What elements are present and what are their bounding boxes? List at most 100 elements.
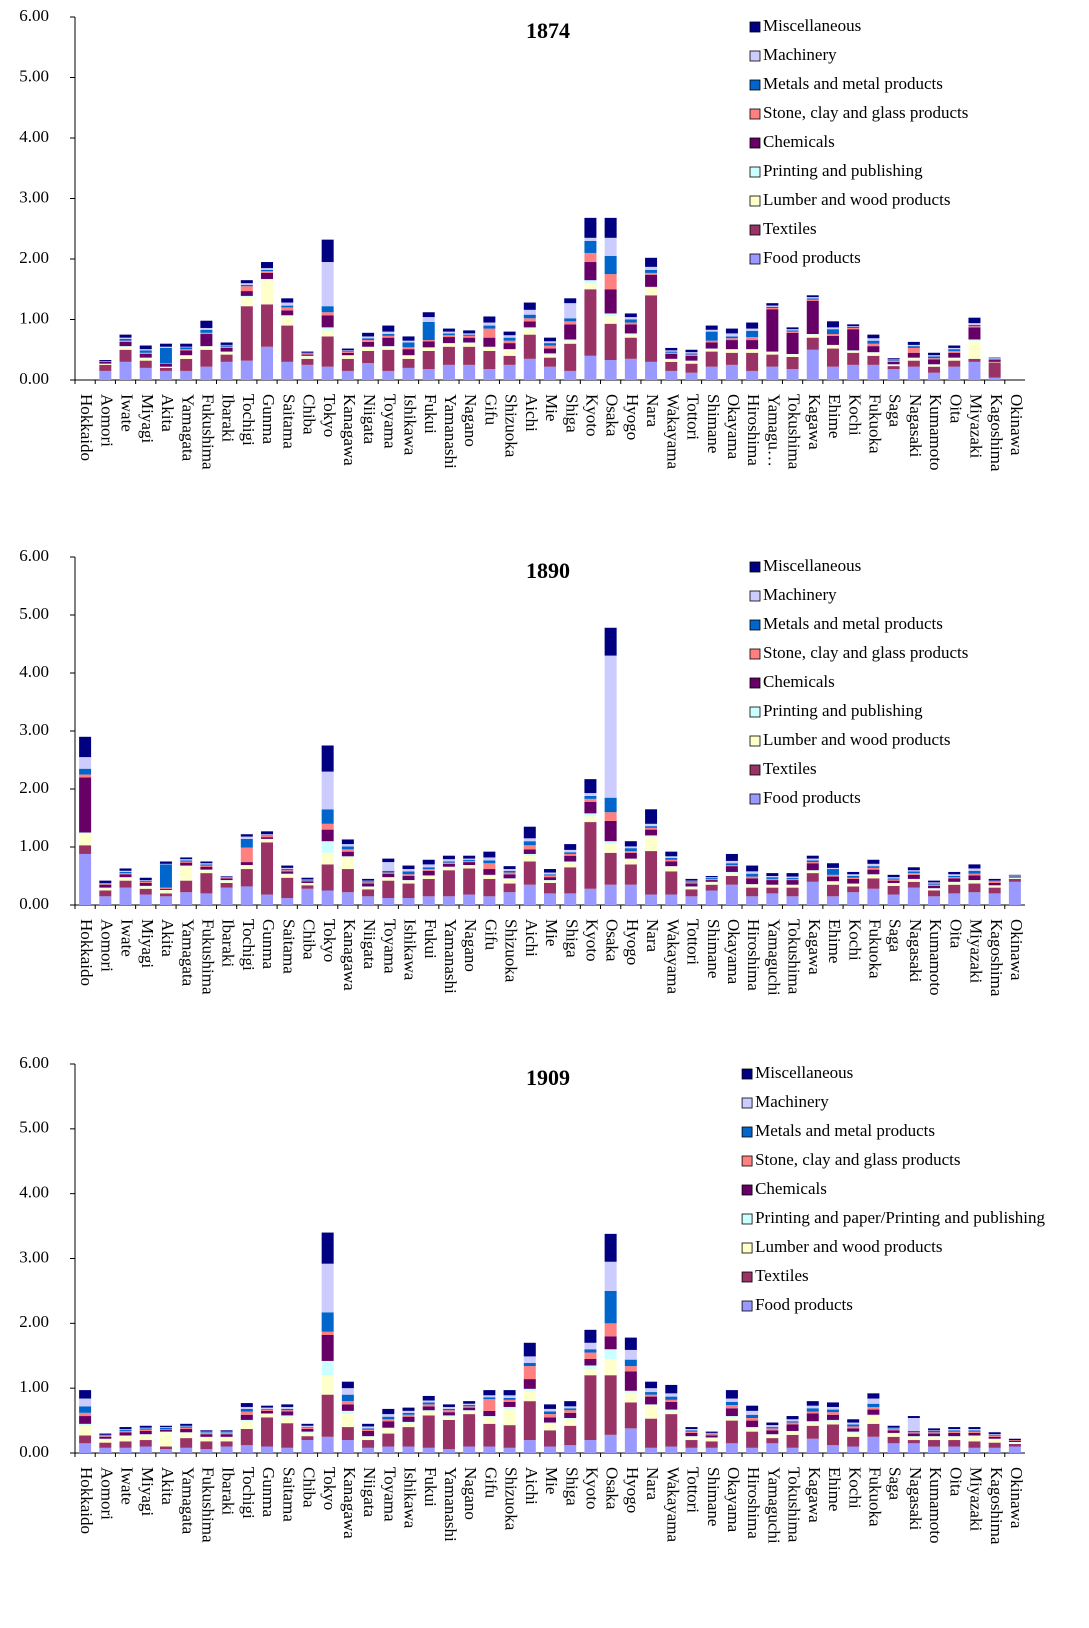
bar-segment (200, 863, 213, 865)
bar-segment (341, 844, 354, 847)
bar-segment (786, 332, 799, 354)
bar-segment (806, 873, 819, 882)
bar-segment (503, 337, 516, 341)
bar-segment (645, 835, 658, 837)
bar-segment (79, 1412, 92, 1417)
bar-segment (483, 876, 496, 879)
bar-segment (301, 353, 314, 354)
bar-segment (847, 324, 860, 327)
x-tick-label: Chiba (300, 919, 319, 960)
bar-segment (180, 355, 193, 356)
bar-segment (826, 1402, 839, 1407)
bar-segment (564, 370, 577, 380)
bar-segment (503, 349, 516, 356)
bar-segment (564, 303, 577, 319)
bar-segment (281, 874, 294, 878)
bar-segment (321, 864, 334, 891)
bar-segment (786, 327, 799, 330)
bar-segment (624, 1371, 637, 1391)
bar-segment (968, 1447, 981, 1453)
bar-segment (99, 1436, 112, 1439)
bar-segment (240, 1414, 253, 1420)
bar-segment (301, 882, 314, 884)
bar-segment (725, 884, 738, 905)
bar-segment (119, 873, 132, 875)
x-tick-label: Okayama (724, 1467, 743, 1533)
bar-segment (1008, 1441, 1021, 1443)
bar-segment (79, 1435, 92, 1444)
bar-segment (766, 354, 779, 367)
bar-segment (483, 1416, 496, 1418)
bar-segment (766, 876, 779, 878)
x-tick-label: Aichi (522, 919, 541, 957)
bar-segment (341, 1381, 354, 1389)
bar-segment (139, 886, 152, 889)
bar-segment (867, 346, 880, 353)
bar-segment (442, 343, 455, 347)
bar-segment (645, 257, 658, 267)
bar-segment (422, 870, 435, 876)
bar-segment (200, 332, 213, 335)
legend-label: Printing and publishing (763, 701, 923, 720)
x-tick-label: Ishikawa (401, 394, 420, 456)
legend-label: Stone, clay and glass products (755, 1150, 960, 1169)
bar-segment (746, 352, 759, 371)
bar-segment (1008, 875, 1021, 876)
bar-segment (564, 1417, 577, 1420)
bar-segment (746, 1447, 759, 1453)
x-tick-label: Wakayama (663, 919, 682, 995)
bar-segment (1008, 1438, 1021, 1441)
x-tick-label: Shimane (704, 1467, 723, 1527)
bar-segment (422, 875, 435, 876)
bar-segment (463, 364, 476, 380)
bar-segment (604, 884, 617, 905)
bar-segment (907, 879, 920, 882)
bar-segment (604, 820, 617, 842)
bar-segment (584, 801, 597, 814)
bar-segment (159, 1432, 172, 1447)
legend-label: Stone, clay and glass products (763, 643, 968, 662)
x-tick-label: Yamanashi (441, 394, 460, 469)
legend-swatch (741, 1068, 753, 1080)
bar-segment (988, 359, 1001, 361)
bar-segment (624, 1366, 637, 1372)
y-tick-label: 4.00 (19, 662, 49, 681)
bar-segment (544, 366, 556, 380)
bar-segment (624, 1402, 637, 1429)
bar-segment (402, 340, 415, 343)
bar-segment (968, 326, 981, 328)
x-tick-label: Gifu (481, 1467, 500, 1499)
bar-segment (261, 1446, 274, 1453)
bar-segment (341, 348, 354, 351)
bar-segment (99, 1433, 112, 1435)
x-tick-label: Hyogo (623, 394, 642, 440)
bar-segment (119, 340, 132, 342)
bar-segment (685, 880, 698, 882)
bar-segment (119, 1427, 132, 1430)
bar-segment (564, 1410, 577, 1413)
bar-segment (402, 347, 415, 350)
bar-segment (240, 285, 253, 287)
bar-segment (523, 1388, 536, 1392)
bar-segment (382, 1408, 395, 1415)
legend-label: Printing and paper/Printing and publishi… (755, 1208, 1045, 1227)
x-tick-label: Kyoto (583, 919, 602, 962)
bar-segment (564, 339, 577, 341)
bar-segment (382, 858, 395, 863)
bar-segment (180, 349, 193, 351)
bar-segment (261, 1405, 274, 1408)
bar-segment (483, 322, 496, 326)
y-tick-label: 5.00 (19, 1118, 49, 1137)
bar-segment (362, 1440, 375, 1448)
bar-segment (624, 884, 637, 905)
bar-segment (99, 361, 112, 362)
bar-segment (483, 350, 496, 370)
bar-segment (907, 878, 920, 880)
bar-segment (321, 771, 334, 810)
bar-segment (604, 655, 617, 798)
x-tick-label: Nara (643, 919, 662, 952)
x-tick-label: Tokyo (320, 919, 339, 962)
bar-segment (624, 322, 637, 325)
bar-segment (847, 326, 860, 327)
bar-segment (968, 868, 981, 871)
